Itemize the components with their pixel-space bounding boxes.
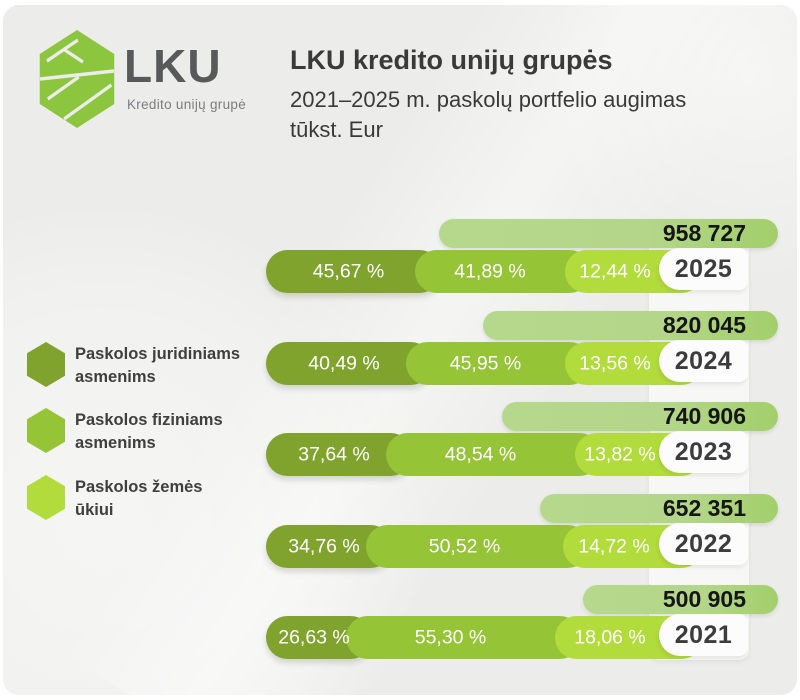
- year-box: 2021: [659, 614, 748, 656]
- hexagon-swatch-icon: [27, 408, 65, 453]
- segment-percent-label: 40,49 %: [308, 352, 380, 374]
- year-label: 2023: [674, 438, 733, 466]
- segment-percent-label: 13,56 %: [579, 352, 651, 374]
- segment-percent-label: 48,54 %: [444, 443, 517, 465]
- total-pill: 500 905: [583, 585, 778, 614]
- total-pill: 652 351: [540, 494, 778, 523]
- year-box: 2024: [659, 340, 748, 382]
- total-pill: 958 727: [439, 219, 778, 248]
- total-pill: 820 045: [483, 311, 778, 340]
- lku-logo-icon: [34, 29, 120, 129]
- total-value: 958 727: [662, 220, 746, 246]
- subtitle-line1: 2021–2025 m. paskolų portfelio augimas: [290, 87, 687, 112]
- year-label: 2024: [674, 347, 733, 375]
- subtitle-line2: tūkst. Eur: [290, 117, 383, 142]
- segment-percent-label: 55,30 %: [414, 626, 487, 648]
- total-value: 500 905: [662, 586, 746, 612]
- infographic-canvas: LKU Kredito unijų grupė LKU kredito unij…: [3, 5, 797, 695]
- hexagon-swatch-icon: [27, 475, 65, 520]
- legend-label: Paskolos fiziniams asmenims: [75, 411, 223, 452]
- segment-percent-label: 50,52 %: [428, 535, 501, 557]
- year-box: 2023: [659, 431, 748, 473]
- segment-percent-label: 12,44 %: [579, 260, 651, 282]
- total-value: 652 351: [662, 495, 746, 521]
- year-box: 2022: [659, 523, 748, 565]
- year-label: 2025: [674, 255, 733, 283]
- segment-percent-label: 41,89 %: [454, 260, 526, 282]
- segment-percent-label: 37,64 %: [298, 443, 370, 465]
- segment-percent-label: 45,67 %: [312, 260, 385, 282]
- legend-label: Paskolos žemės ūkiui: [75, 478, 203, 519]
- page-subtitle: 2021–2025 m. paskolų portfelio augimas t…: [290, 85, 770, 145]
- legend-item-zemes-ukiui: Paskolos žemės ūkiui: [27, 475, 267, 525]
- segment-percent-label: 13,82 %: [584, 443, 656, 465]
- year-label: 2021: [674, 621, 733, 649]
- hexagon-swatch-icon: [27, 342, 65, 387]
- page-title: LKU kredito unijų grupės: [290, 45, 613, 75]
- segment-percent-label: 14,72 %: [578, 535, 650, 557]
- logo-text: LKU: [124, 40, 222, 92]
- segment-percent-label: 26,63 %: [278, 626, 350, 648]
- year-label: 2022: [674, 530, 733, 558]
- total-value: 740 906: [662, 403, 746, 429]
- segment-percent-label: 18,06 %: [574, 626, 646, 648]
- legend-label: Paskolos juridiniams asmenims: [75, 345, 241, 386]
- logo-subtitle: Kredito unijų grupė: [127, 97, 247, 112]
- legend-item-fiziniams: Paskolos fiziniams asmenims: [27, 408, 267, 458]
- total-value: 820 045: [662, 312, 746, 338]
- legend-item-juridiniams: Paskolos juridiniams asmenims: [27, 342, 267, 392]
- year-box: 2025: [659, 248, 748, 290]
- segment-percent-label: 34,76 %: [288, 535, 360, 557]
- total-pill: 740 906: [502, 402, 778, 431]
- segment-percent-label: 45,95 %: [449, 352, 522, 374]
